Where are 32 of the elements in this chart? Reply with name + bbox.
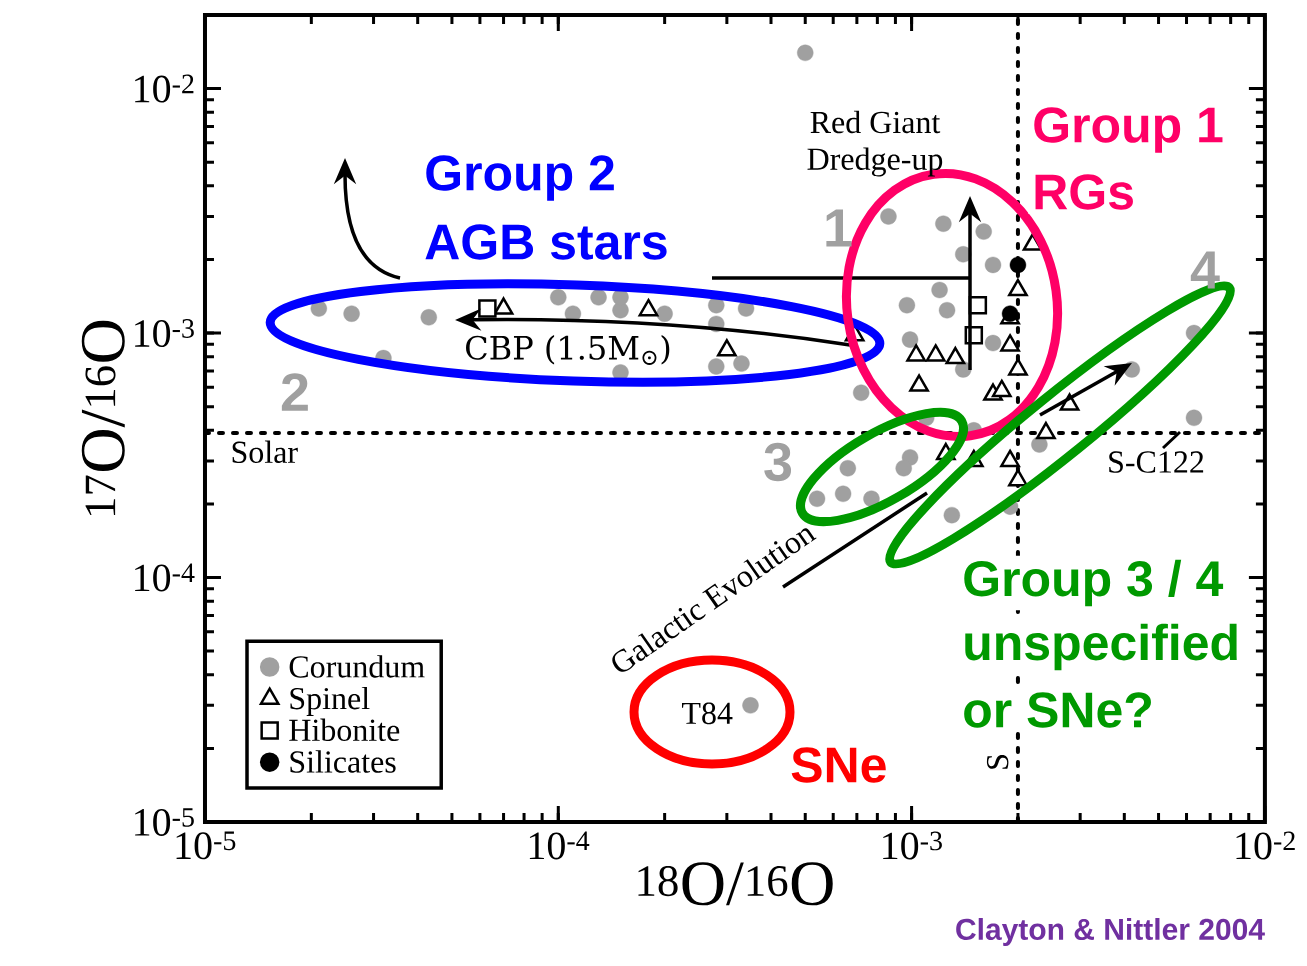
annotation: unspecified bbox=[965, 623, 1237, 671]
ref-line-label: S bbox=[986, 755, 1009, 769]
y-tick-label: 10$^{-2}$ bbox=[135, 74, 194, 103]
annotation: SNe bbox=[791, 747, 886, 783]
annotation: 3 bbox=[764, 442, 792, 482]
annotation: Dredge-up bbox=[807, 147, 943, 177]
annotation: Group 3 / 4 bbox=[964, 559, 1224, 607]
annotation: or SNe? bbox=[964, 692, 1151, 728]
x-tick-label: 10$^{-4}$ bbox=[529, 831, 590, 860]
annotation: T84 bbox=[682, 702, 733, 725]
annotation: 4 bbox=[1190, 251, 1220, 289]
annotation: CBP (1.5M$_{⊙}$) bbox=[466, 335, 670, 365]
legend-label: Silicates bbox=[290, 750, 396, 773]
text: Clayton & Nittler 2004 bbox=[956, 918, 1265, 946]
annotation: S-C122 bbox=[1109, 451, 1204, 473]
legend-label: Corundum bbox=[289, 655, 425, 678]
annotation: RGs bbox=[1035, 174, 1133, 210]
x-tick-label: 10$^{-3}$ bbox=[883, 831, 942, 860]
legend-label: Spinel bbox=[290, 686, 370, 716]
x-axis-title: $^{18}$O/$^{16}$O bbox=[638, 862, 833, 906]
annotation: 1 bbox=[826, 209, 852, 247]
legend-label: Hibonite bbox=[289, 718, 400, 742]
annotation: Group 2 bbox=[426, 155, 614, 201]
y-tick-label: 10$^{-4}$ bbox=[135, 563, 195, 592]
annotation: AGB stars bbox=[425, 224, 667, 260]
annotation: Group 1 bbox=[1034, 107, 1223, 153]
x-tick-label: 10$^{-2}$ bbox=[1236, 831, 1295, 860]
annotation: Red Giant bbox=[810, 110, 941, 134]
annotation: 2 bbox=[281, 373, 308, 411]
y-tick-label: 10$^{-3}$ bbox=[135, 319, 194, 348]
y-axis-title: $^{17}$O/$^{16}$O bbox=[81, 320, 125, 515]
ref-line-label: Solar bbox=[232, 440, 298, 464]
